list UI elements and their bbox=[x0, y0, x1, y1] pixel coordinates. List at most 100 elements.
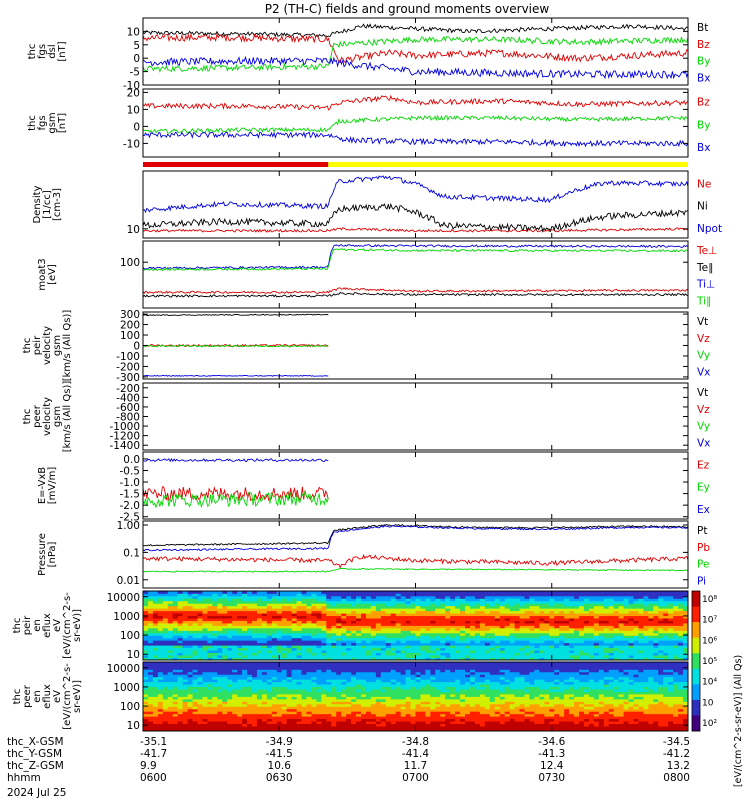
spec-cell bbox=[232, 724, 237, 727]
spec-cell bbox=[222, 630, 227, 633]
spec-cell bbox=[326, 643, 331, 646]
spec-cell bbox=[302, 704, 307, 707]
spec-cell bbox=[198, 653, 203, 656]
spec-cell bbox=[336, 714, 341, 717]
spec-cell bbox=[198, 719, 203, 722]
spec-cell bbox=[569, 635, 574, 638]
spec-cell bbox=[490, 633, 495, 636]
spec-cell bbox=[381, 694, 386, 697]
spec-cell bbox=[515, 601, 520, 604]
spec-cell bbox=[212, 640, 217, 643]
spec-cell bbox=[287, 692, 292, 695]
spec-cell bbox=[356, 618, 361, 621]
spec-cell bbox=[257, 706, 262, 709]
spec-cell bbox=[420, 682, 425, 685]
spec-cell bbox=[663, 623, 668, 626]
spec-cell bbox=[341, 714, 346, 717]
spec-cell bbox=[366, 630, 371, 633]
spec-cell bbox=[292, 669, 297, 672]
spec-cell bbox=[163, 724, 168, 727]
spec-cell bbox=[316, 608, 321, 611]
spec-cell bbox=[391, 626, 396, 629]
spec-cell bbox=[678, 653, 683, 656]
spec-cell bbox=[460, 616, 465, 619]
spec-cell bbox=[485, 616, 490, 619]
spec-cell bbox=[217, 719, 222, 722]
spec-cell bbox=[361, 667, 366, 670]
spec-cell bbox=[594, 611, 599, 614]
spec-cell bbox=[356, 635, 361, 638]
spec-cell bbox=[416, 669, 421, 672]
spec-cell bbox=[381, 692, 386, 695]
spec-cell bbox=[173, 672, 178, 675]
spec-cell bbox=[643, 613, 648, 616]
spec-cell bbox=[267, 633, 272, 636]
spec-cell bbox=[227, 726, 232, 729]
spec-cell bbox=[232, 643, 237, 646]
spec-cell bbox=[302, 687, 307, 690]
spec-cell bbox=[574, 603, 579, 606]
spec-cell bbox=[371, 621, 376, 624]
spec-cell bbox=[252, 635, 257, 638]
spec-cell bbox=[629, 603, 634, 606]
spec-cell bbox=[668, 645, 673, 648]
spec-cell bbox=[282, 653, 287, 656]
spec-cell bbox=[282, 667, 287, 670]
spec-cell bbox=[643, 623, 648, 626]
spec-cell bbox=[416, 593, 421, 596]
spec-cell bbox=[539, 603, 544, 606]
spec-cell bbox=[381, 628, 386, 631]
spec-cell bbox=[604, 653, 609, 656]
spec-cell bbox=[435, 635, 440, 638]
spec-cell bbox=[515, 653, 520, 656]
spec-cell bbox=[272, 601, 277, 604]
spec-cell bbox=[495, 635, 500, 638]
spec-cell bbox=[559, 643, 564, 646]
spec-cell bbox=[579, 611, 584, 614]
spec-cell bbox=[307, 711, 312, 714]
spec-cell bbox=[391, 687, 396, 690]
spec-cell bbox=[183, 645, 188, 648]
spec-cell bbox=[272, 692, 277, 695]
spec-cell bbox=[495, 596, 500, 599]
spec-cell bbox=[396, 706, 401, 709]
spec-cell bbox=[193, 694, 198, 697]
spec-cell bbox=[554, 623, 559, 626]
spec-cell bbox=[604, 623, 609, 626]
spec-cell bbox=[371, 701, 376, 704]
spec-cell bbox=[331, 653, 336, 656]
spec-cell bbox=[207, 667, 212, 670]
spec-cell bbox=[470, 616, 475, 619]
y-tick-label: -5 bbox=[130, 67, 140, 79]
spec-cell bbox=[168, 628, 173, 631]
spec-cell bbox=[425, 653, 430, 656]
spec-cell bbox=[460, 650, 465, 653]
spec-cell bbox=[331, 694, 336, 697]
spec-cell bbox=[331, 613, 336, 616]
spec-cell bbox=[257, 724, 262, 727]
spec-cell bbox=[361, 682, 366, 685]
spec-cell bbox=[366, 716, 371, 719]
spec-cell bbox=[297, 719, 302, 722]
spec-cell bbox=[336, 677, 341, 680]
spec-cell bbox=[480, 601, 485, 604]
spec-cell bbox=[272, 667, 277, 670]
spec-cell bbox=[529, 655, 534, 658]
spec-cell bbox=[282, 721, 287, 724]
y-tick-label: 0 bbox=[133, 341, 140, 353]
spec-cell bbox=[539, 653, 544, 656]
spec-cell bbox=[158, 684, 163, 687]
spec-cell bbox=[614, 653, 619, 656]
spec-cell bbox=[178, 721, 183, 724]
spec-cell bbox=[371, 689, 376, 692]
spec-cell bbox=[435, 633, 440, 636]
spec-cell bbox=[316, 635, 321, 638]
spec-cell bbox=[272, 706, 277, 709]
spec-cell bbox=[584, 623, 589, 626]
spec-cell bbox=[163, 692, 168, 695]
spec-cell bbox=[183, 682, 188, 685]
spec-cell bbox=[619, 626, 624, 629]
spec-cell bbox=[569, 645, 574, 648]
spec-cell bbox=[396, 628, 401, 631]
spec-cell bbox=[376, 692, 381, 695]
